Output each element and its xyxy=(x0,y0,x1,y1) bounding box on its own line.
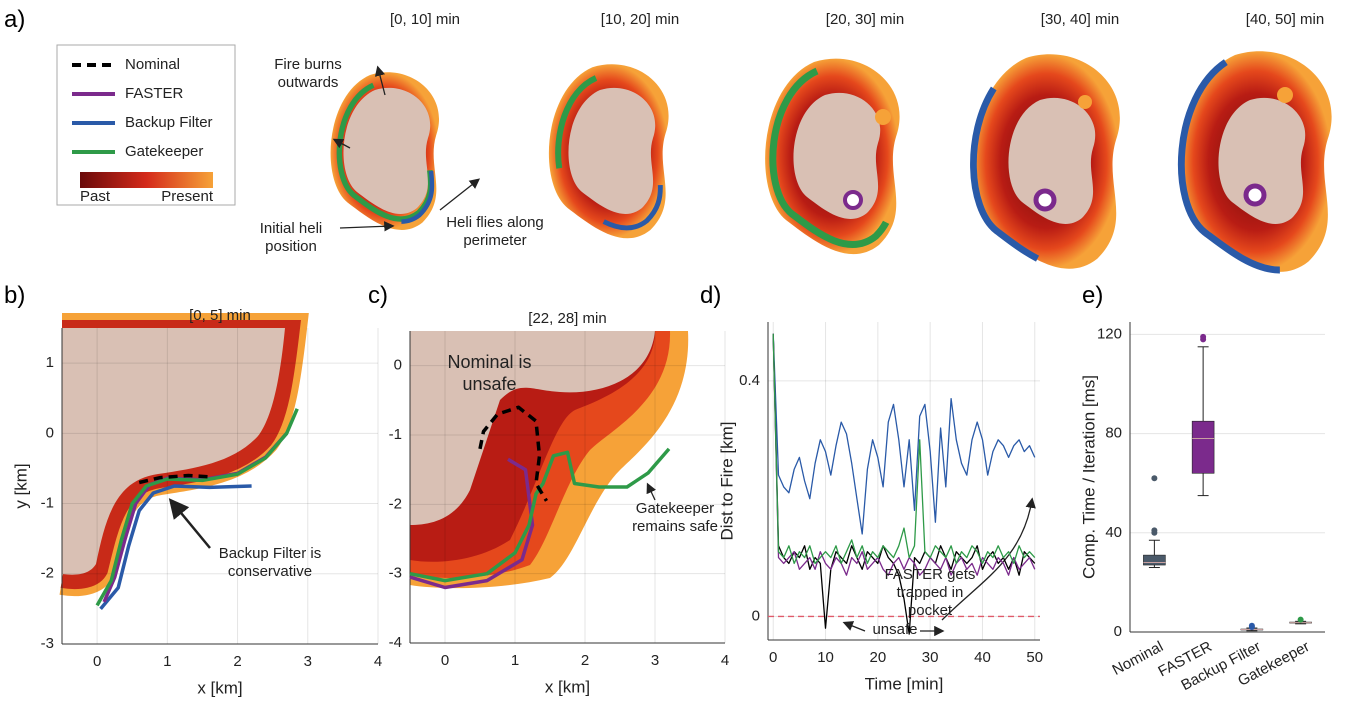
series-line xyxy=(772,333,1036,565)
y-tick-label: 0 xyxy=(46,424,54,441)
series-line xyxy=(409,457,535,590)
annotation: Heli flies along perimeter xyxy=(446,214,544,249)
x-tick-label: 2 xyxy=(581,652,589,669)
y-tick-label: -4 xyxy=(389,634,402,651)
fire-snapshot xyxy=(548,64,669,239)
x-tick-label: 0 xyxy=(441,652,449,669)
series-line xyxy=(138,473,210,485)
panel-label: c) xyxy=(368,282,388,309)
x-tick-label: 50 xyxy=(1026,649,1043,666)
y-tick-label: 0.4 xyxy=(739,372,760,389)
window-title: [40, 50] min xyxy=(1246,11,1324,28)
outlier xyxy=(1151,475,1158,482)
annotation: Gatekeeper remains safe xyxy=(632,500,718,535)
series-line xyxy=(772,333,1036,576)
series-line xyxy=(409,447,671,583)
fire-snapshot xyxy=(330,72,440,230)
chart-title: [22, 28] min xyxy=(528,310,606,327)
y-axis-label: y [km] xyxy=(11,463,30,508)
outlier xyxy=(1248,622,1255,629)
x-tick-label: 10 xyxy=(817,649,834,666)
series-line xyxy=(95,408,299,607)
y-tick-label: 80 xyxy=(1105,425,1122,442)
legend-label: FASTER xyxy=(125,85,184,102)
x-tick-label: 2 xyxy=(233,653,241,670)
x-tick-label: 40 xyxy=(974,649,991,666)
y-tick-label: -1 xyxy=(41,495,54,512)
window-title: [0, 10] min xyxy=(390,11,460,28)
x-tick-label: 0 xyxy=(769,649,777,666)
x-tick-label: 3 xyxy=(304,653,312,670)
panel-label: e) xyxy=(1082,282,1104,309)
x-tick-label: Nominal xyxy=(1110,638,1167,679)
series-line xyxy=(772,333,1036,635)
y-axis-label: Comp. Time / Iteration [ms] xyxy=(1079,375,1098,579)
colorbar xyxy=(80,172,213,188)
annotation: Initial heli position xyxy=(259,220,323,255)
x-tick-label: 1 xyxy=(163,653,171,670)
y-tick-label: 0 xyxy=(752,607,760,624)
panel-label: b) xyxy=(4,282,26,309)
legend-label: Gatekeeper xyxy=(125,143,203,160)
x-tick-label: 3 xyxy=(651,652,659,669)
legend-label: Nominal xyxy=(125,56,180,73)
y-tick-label: -3 xyxy=(41,635,54,652)
annotation: Fire burns outwards xyxy=(274,56,342,91)
x-tick-label: 4 xyxy=(721,652,729,669)
annotation: unsafe xyxy=(872,621,918,638)
fire-region-c xyxy=(410,331,689,589)
series-line xyxy=(99,484,252,611)
chart-title: [0, 5] min xyxy=(189,307,251,324)
y-tick-label: 0 xyxy=(1114,623,1122,640)
outlier xyxy=(1151,527,1158,534)
x-tick-label: 0 xyxy=(93,653,101,670)
fire-snapshot xyxy=(765,58,900,255)
window-title: [10, 20] min xyxy=(601,11,679,28)
legend-label: Backup Filter xyxy=(125,114,213,131)
x-axis-label: x [km] xyxy=(545,677,590,696)
box xyxy=(1143,554,1166,566)
x-tick-label: 4 xyxy=(374,653,382,670)
box xyxy=(1191,420,1215,474)
series-line xyxy=(772,333,1036,535)
y-axis-label: Dist to Fire [km] xyxy=(717,421,736,540)
annotation: Backup Filter is conservative xyxy=(218,545,322,580)
fire-snapshot xyxy=(1180,51,1332,272)
y-tick-label: 0 xyxy=(394,357,402,374)
panel-label: a) xyxy=(4,6,26,33)
annotation: Nominal is unsafe xyxy=(447,352,532,394)
y-tick-label: -2 xyxy=(41,565,54,582)
fire-snapshot xyxy=(972,54,1119,268)
legend: Past Present Nominal FASTER Backup Filter G… xyxy=(56,44,236,206)
x-tick-label: 30 xyxy=(922,649,939,666)
y-tick-label: 40 xyxy=(1105,524,1122,541)
x-axis-label: Time [min] xyxy=(865,674,944,693)
y-tick-label: -1 xyxy=(389,426,402,443)
colorbar-low: Past xyxy=(80,188,111,205)
x-axis-label: x [km] xyxy=(197,678,242,697)
colorbar-high: Present xyxy=(161,188,214,205)
y-tick-label: 120 xyxy=(1097,325,1122,342)
series-line xyxy=(478,405,548,502)
fire-region-b xyxy=(59,313,309,597)
y-tick-label: -2 xyxy=(389,495,402,512)
window-title: [20, 30] min xyxy=(826,11,904,28)
annotation: FASTER gets trapped in pocket xyxy=(884,566,976,619)
outlier xyxy=(1200,333,1207,340)
y-tick-label: 1 xyxy=(46,354,54,371)
window-title: [30, 40] min xyxy=(1041,11,1119,28)
outlier xyxy=(1297,616,1304,623)
y-tick-label: -3 xyxy=(389,565,402,582)
x-tick-label: 20 xyxy=(870,649,887,666)
x-tick-label: 1 xyxy=(511,652,519,669)
panel-label: d) xyxy=(700,282,722,309)
fire-snapshots xyxy=(330,51,1332,272)
